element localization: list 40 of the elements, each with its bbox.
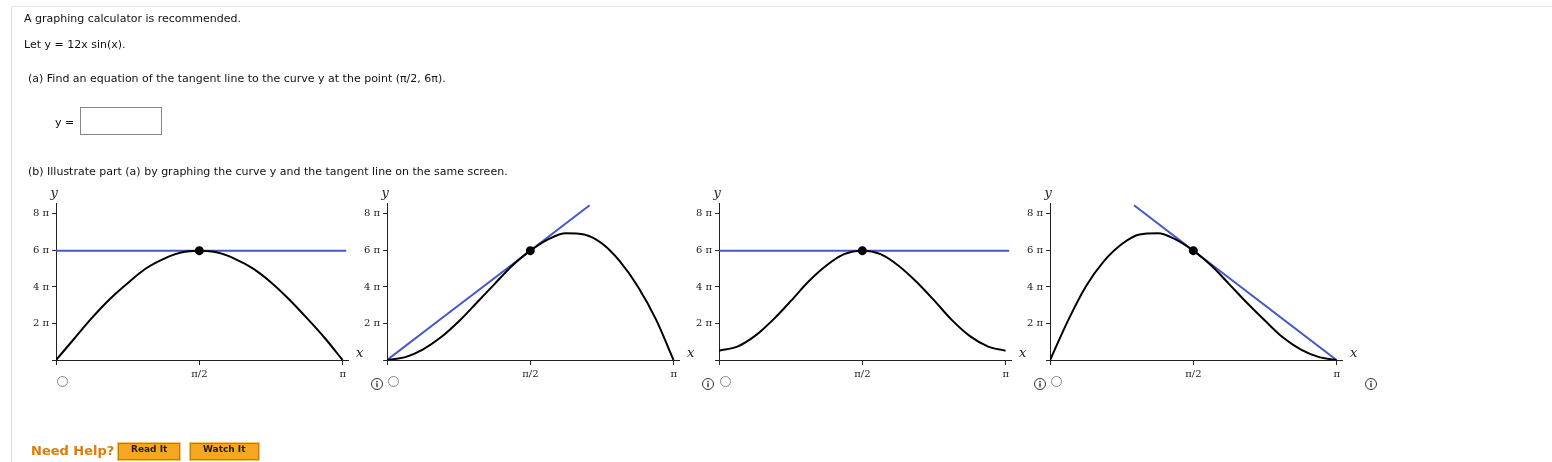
x-tick-label: π [1002,367,1010,379]
y-tick-label: 2 π [32,317,50,329]
y-axis-title: y [1043,184,1053,200]
x-tick-label: π/2 [191,367,208,379]
y-tick-label: 4 π [32,280,50,292]
y-axis-title: y [49,184,59,200]
text: (a) Find an equation of the tangent line to the curve y at the point (π/2, 6π). [28,72,446,85]
x-tick-label: π/2 [854,367,871,379]
y-axis-title: y [712,184,722,200]
y-tick-label: 4 π [1026,280,1044,292]
x-tick-label: π/2 [522,367,539,379]
x-axis-title: x [1350,345,1358,361]
y-tick-label: 6 π [32,243,50,255]
y-tick-label: 4 π [363,280,381,292]
x-axis-title: x [687,345,695,361]
text: (b) Illustrate part (a) by graphing the curve y and the tangent line on the same screen. [28,165,508,178]
y-tick-label: 2 π [1026,317,1044,329]
x-axis-title: x [356,345,364,361]
x-tick-label: π [339,367,347,379]
y-tick-label: 4 π [695,280,713,292]
text: Watch It [190,443,259,460]
y-tick-label: 8 π [695,207,713,219]
y-tick-label: 2 π [363,317,381,329]
y-axis-title: y [380,184,390,200]
y-tick-label: 2 π [695,317,713,329]
text: y = [55,116,75,129]
x-tick-label: π/2 [1185,367,1202,379]
text: Need Help? [31,443,115,458]
y-tick-label: 8 π [363,207,381,219]
x-tick-label: π [670,367,678,379]
text: A graphing calculator is recommended. [24,12,241,25]
x-axis-title: x [1019,345,1027,361]
x-tick-label: π [1333,367,1341,379]
y-tick-label: 6 π [695,243,713,255]
text: Let y = 12x sin(x). [24,38,126,51]
y-tick-label: 8 π [32,207,50,219]
y-tick-label: 6 π [363,243,381,255]
y-tick-label: 6 π [1026,243,1044,255]
text: Read It [118,443,181,460]
y-tick-label: 8 π [1026,207,1044,219]
